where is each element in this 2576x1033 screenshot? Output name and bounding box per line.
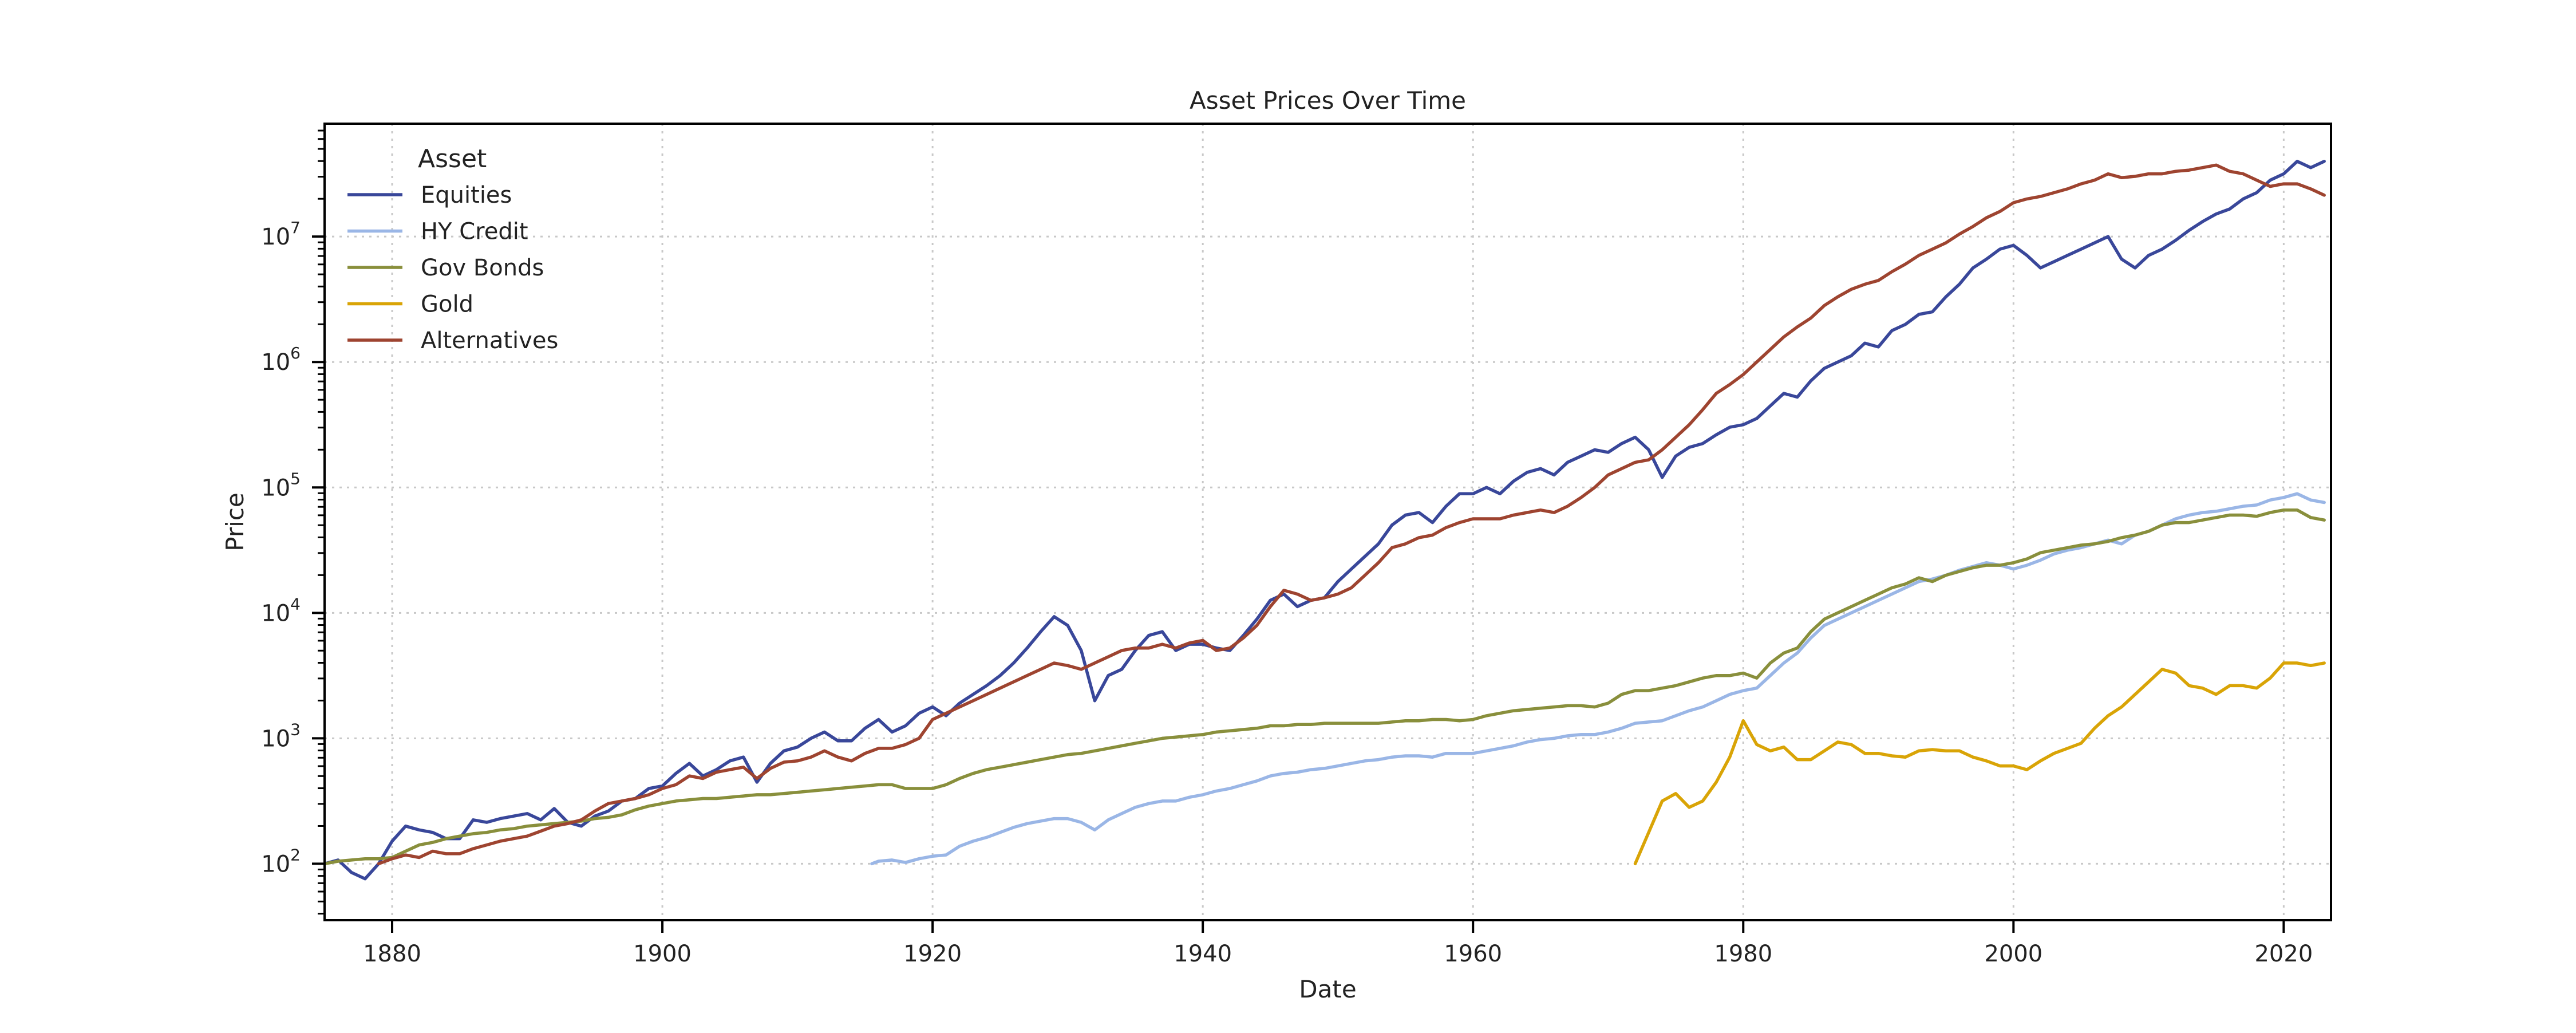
x-tick-label: 2000 (1984, 941, 2042, 967)
y-tick-label: 103 (261, 720, 301, 752)
legend-label: Alternatives (421, 328, 558, 354)
legend-label: Equities (421, 182, 512, 208)
y-tick-label: 106 (261, 344, 301, 376)
x-tick-label: 1960 (1444, 941, 1502, 967)
x-tick-label: 1940 (1174, 941, 1232, 967)
legend-label: HY Credit (421, 219, 528, 245)
y-tick-exponent: 7 (290, 218, 301, 237)
legend: Asset Equities HY Credit Gov Bonds Gold Alte… (347, 144, 558, 354)
x-axis: 1880 1900 1920 1940 1960 1980 2000 2020 (363, 920, 2313, 967)
legend-label: Gov Bonds (421, 255, 544, 281)
y-tick-base: 10 (261, 851, 290, 877)
y-tick-exponent: 5 (290, 469, 301, 488)
y-tick-base: 10 (261, 349, 290, 376)
chart-title: Asset Prices Over Time (1190, 86, 1466, 115)
y-tick-base: 10 (261, 600, 290, 626)
y-tick-exponent: 3 (290, 720, 301, 739)
plot-frame (323, 123, 2332, 921)
y-tick-base: 10 (261, 726, 290, 752)
y-tick-label: 104 (261, 594, 301, 626)
y-tick-label: 105 (261, 469, 301, 501)
series-line-gov-bonds (323, 508, 2326, 866)
y-axis-label: Price (221, 492, 249, 551)
y-tick-label: 102 (261, 845, 301, 877)
y-tick-base: 10 (261, 224, 290, 250)
legend-title: Asset (418, 144, 487, 174)
x-axis-label: Date (1299, 975, 1356, 1003)
x-tick-label: 1980 (1714, 941, 1772, 967)
y-tick-exponent: 2 (290, 845, 301, 864)
y-tick-exponent: 6 (290, 344, 301, 362)
x-tick-label: 2020 (2254, 941, 2313, 967)
y-tick-label: 107 (261, 218, 301, 250)
y-tick-exponent: 4 (290, 594, 301, 613)
legend-label: Gold (421, 291, 473, 318)
series-lines (323, 159, 2326, 881)
series-line-gold (1633, 661, 2326, 866)
x-tick-label: 1920 (903, 941, 962, 967)
x-tick-label: 1900 (633, 941, 692, 967)
y-tick-base: 10 (261, 475, 290, 501)
x-tick-label: 1880 (363, 941, 421, 967)
series-line-hy-credit (870, 492, 2326, 866)
series-line-alternatives (377, 163, 2326, 866)
